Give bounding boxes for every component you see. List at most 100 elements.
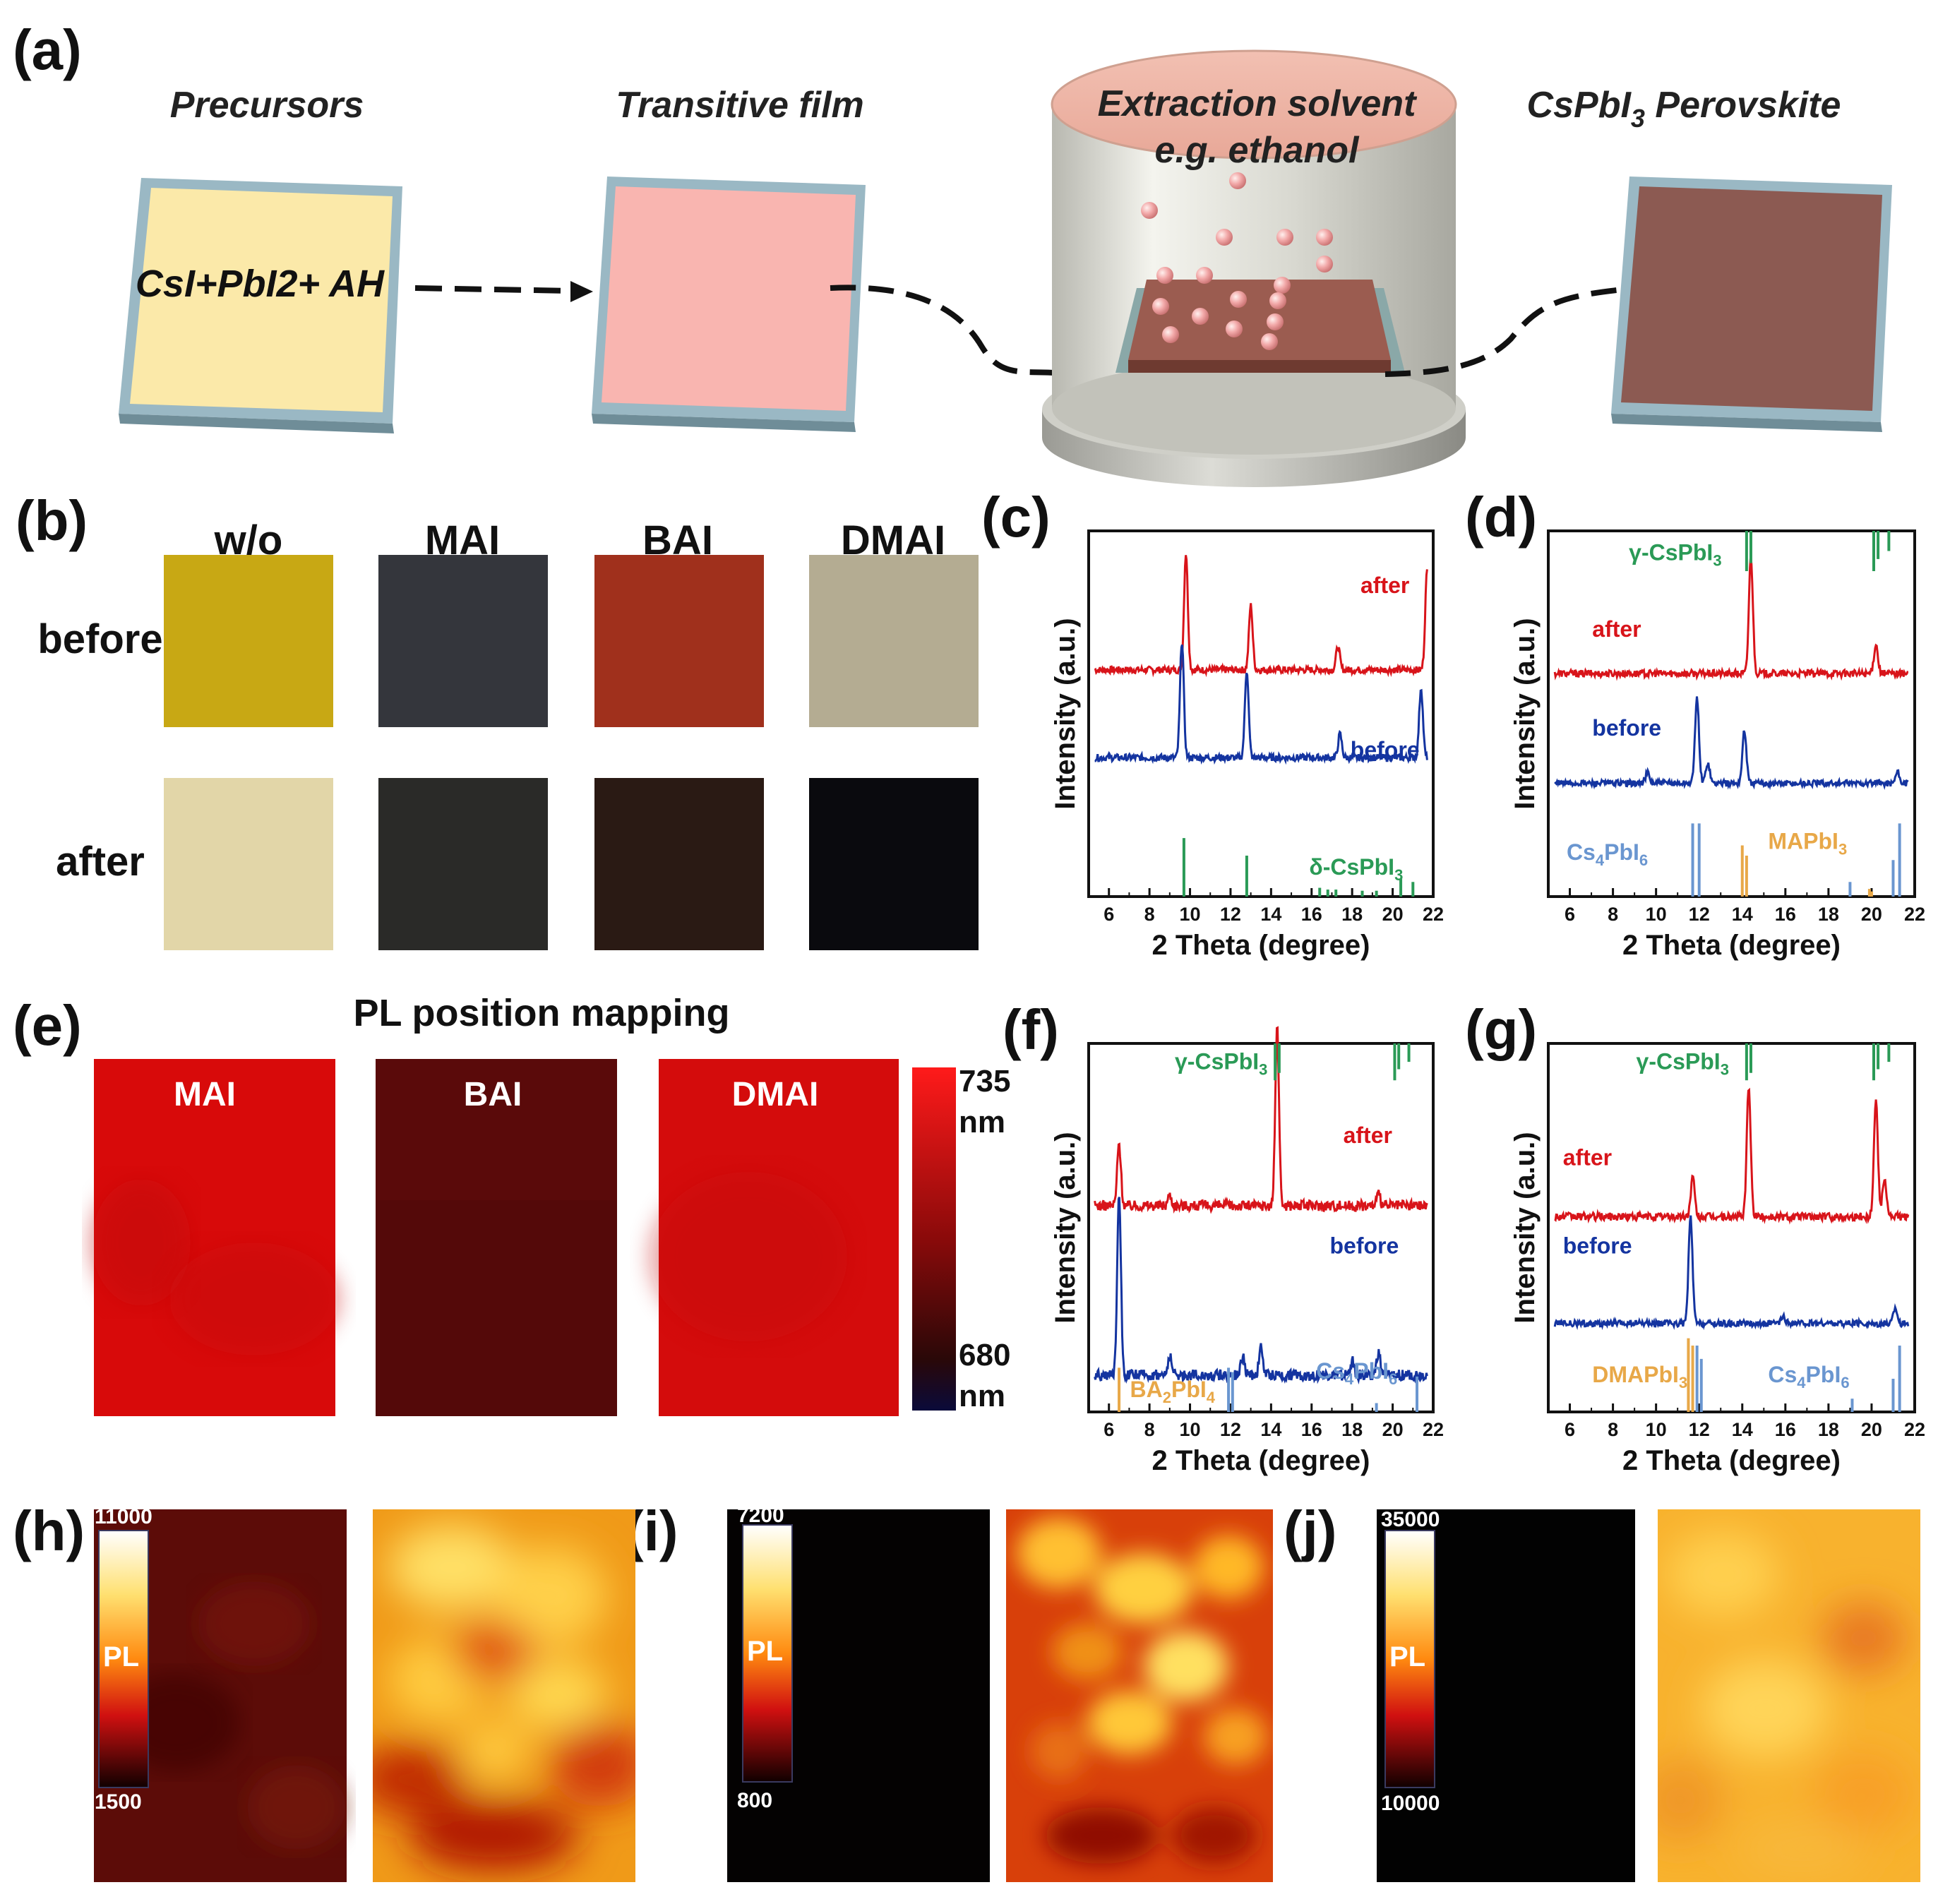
x-tick-label: 18: [1341, 1419, 1363, 1440]
ref-label-dmapbi: DMAPbI3: [1592, 1362, 1687, 1391]
x-tick-label: 16: [1775, 904, 1796, 925]
x-tick-label: 12: [1220, 904, 1241, 925]
solvent-label: Extraction solvent: [1098, 83, 1418, 124]
series-before-label: before: [1351, 737, 1420, 762]
x-tick-label: 10: [1646, 904, 1667, 925]
series-after-line: [1553, 556, 1909, 681]
chart-frame-g: [1547, 1042, 1916, 1413]
x-tick-label: 8: [1144, 904, 1155, 925]
panel-label-c: (c): [981, 486, 1051, 549]
series-after-line: [1554, 1087, 1910, 1225]
series-before-label: before: [1330, 1233, 1399, 1259]
ref-label-gamma: γ-CsPbI3: [1637, 1049, 1729, 1079]
x-tick-label: 6: [1103, 904, 1114, 925]
x-tick-label: 6: [1565, 904, 1575, 925]
series-before-label: before: [1563, 1233, 1632, 1259]
chart-frame-d: [1547, 529, 1916, 898]
photo-before-2: [594, 555, 764, 727]
xrd-chart-f: (f) 6 8 10 12 14 16 18 20 22 2 Theta (degree) Inten…: [1003, 998, 1444, 1476]
y-axis-title: Intensity (a.u.): [1050, 618, 1081, 809]
pl-colorbar-j-max: 35000: [1381, 1508, 1440, 1531]
x-tick-label: 10: [1646, 1419, 1667, 1440]
x-tick-label: 6: [1103, 1419, 1114, 1440]
x-tick-label: 12: [1220, 1419, 1241, 1440]
x-tick-label: 8: [1144, 1419, 1155, 1440]
mapping-dmai: DMAI: [650, 1059, 899, 1416]
x-tick-label: 16: [1301, 1419, 1322, 1440]
panel-label-a: (a): [13, 18, 82, 81]
x-tick-label: 18: [1818, 904, 1839, 925]
photo-after-2: [594, 778, 764, 950]
x-axis-title: 2 Theta (degree): [1622, 930, 1841, 961]
series-after-label: after: [1563, 1144, 1612, 1170]
xrd-chart-g: (g) 6 8 10 12 14 16 18 20 22 2 Theta (degree) Inten…: [1465, 998, 1925, 1476]
precursor-film-text: CsI+PbI2+ AH: [136, 263, 385, 305]
pl-colorbar-j: 35000 10000 PL: [1381, 1508, 1440, 1815]
xrd-chart-c: (c) 6 8 10 12 14 16 18 20 22 2 Theta (degree) Inten…: [981, 486, 1444, 961]
x-tick-label: 14: [1260, 1419, 1281, 1440]
colorbar-top-unit: nm: [959, 1105, 1005, 1139]
mapping-colorbar: 735 nm 680 nm: [912, 1064, 1010, 1413]
colorbar-top-value: 735: [959, 1064, 1010, 1098]
mapping-label-mai: MAI: [174, 1076, 236, 1113]
series-after-line: [1094, 1026, 1428, 1214]
chart-frame-f: [1087, 1042, 1435, 1413]
x-tick-label: 10: [1180, 904, 1201, 925]
x-tick-label: 20: [1861, 1419, 1882, 1440]
panel-label-e: (e): [13, 994, 82, 1057]
transitive-substrate: [592, 176, 866, 432]
x-tick-label: 8: [1608, 1419, 1618, 1440]
photo-before-3: [809, 555, 979, 727]
pl-map-i-after: [1006, 1509, 1273, 1882]
mapping-mai: MAI: [92, 1059, 339, 1416]
x-tick-label: 14: [1732, 904, 1753, 925]
stage-precursors: Precursors: [170, 85, 364, 126]
photo-before-0: [164, 555, 333, 727]
mapping-label-dmai: DMAI: [732, 1076, 819, 1113]
panel-label-g: (g): [1465, 998, 1537, 1061]
series-after-line: [1094, 555, 1428, 678]
ref-label-mapbi: MAPbI3: [1768, 829, 1847, 858]
x-tick-label: 10: [1180, 1419, 1201, 1440]
panel-label-h: (h): [13, 1499, 85, 1562]
series-after-label: after: [1592, 616, 1641, 642]
series-after-label: after: [1344, 1122, 1392, 1148]
x-tick-label: 16: [1301, 904, 1322, 925]
x-tick-label: 20: [1382, 1419, 1404, 1440]
x-axis-title: 2 Theta (degree): [1622, 1445, 1841, 1476]
series-before-label: before: [1592, 715, 1661, 741]
extraction-beaker: [1042, 49, 1466, 487]
pl-colorbar-h-max: 11000: [95, 1505, 152, 1528]
precursor-substrate: [119, 178, 402, 433]
xrd-chart-d: (d) 6 8 10 12 14 16 18 20 22 2 Theta (degree) Inten…: [1465, 486, 1925, 961]
series-before-line: [1553, 1215, 1910, 1331]
x-tick-label: 22: [1904, 904, 1925, 925]
photo-before-1: [378, 555, 548, 727]
colorbar-bottom-value: 680: [959, 1338, 1010, 1372]
series-before-line: [1554, 696, 1909, 791]
panel-label-j: (j): [1284, 1499, 1337, 1562]
series-after-label: after: [1360, 573, 1409, 598]
ref-label-gamma: γ-CsPbI3: [1629, 539, 1721, 569]
x-tick-label: 20: [1861, 904, 1882, 925]
series-before-line: [1094, 1197, 1428, 1385]
x-tick-label: 18: [1341, 904, 1363, 925]
solvent-example: e.g. ethanol: [1155, 130, 1360, 171]
series-before-line: [1094, 644, 1428, 765]
ref-label-gamma: γ-CsPbI3: [1175, 1049, 1267, 1079]
pl-colorbar-i-max: 7200: [737, 1504, 784, 1527]
photo-row-before: before: [37, 616, 162, 662]
mapping-bai: BAI: [376, 1059, 617, 1416]
ref-label-cs4: Cs4PbI6: [1768, 1362, 1849, 1391]
x-tick-label: 22: [1423, 904, 1444, 925]
ref-label-cs4: Cs4PbI6: [1316, 1358, 1397, 1388]
x-tick-label: 18: [1818, 1419, 1839, 1440]
x-tick-label: 22: [1423, 1419, 1444, 1440]
x-tick-label: 14: [1260, 904, 1281, 925]
ref-label-ba2: BA2PbI4: [1130, 1377, 1216, 1406]
y-axis-title: Intensity (a.u.): [1509, 1132, 1541, 1323]
photo-after-3: [809, 778, 979, 950]
panel-label-d: (d): [1465, 486, 1537, 549]
pl-colorbar-h: 11000 1500 PL: [95, 1505, 152, 1814]
